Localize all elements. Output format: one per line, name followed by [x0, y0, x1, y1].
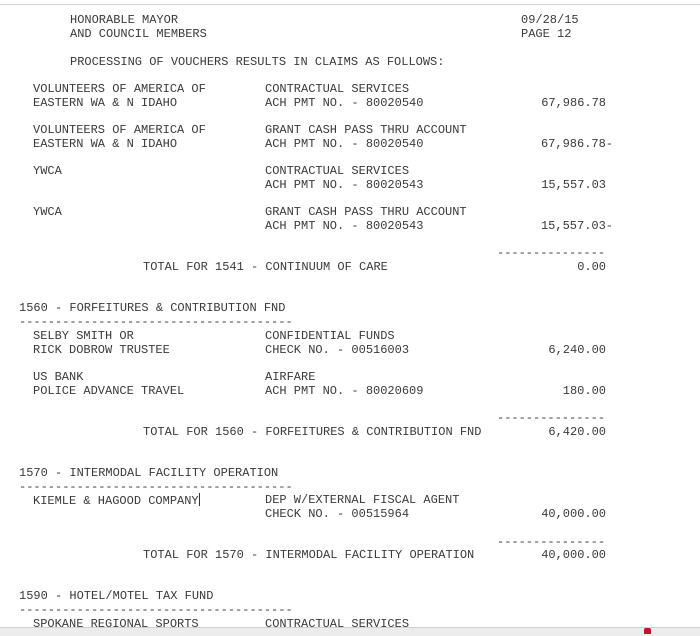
payee-name: VOLUNTEERS OF AMERICA OF [33, 123, 206, 137]
top-border [0, 4, 700, 5]
fund-total-label: TOTAL FOR 1541 - CONTINUUM OF CARE [143, 260, 388, 274]
section-rule: -------------------------------------- [19, 315, 293, 329]
page-number: PAGE 12 [521, 27, 572, 41]
payment-reference: ACH PMT NO. - 80020540 [265, 137, 424, 151]
fund-title: 1570 - INTERMODAL FACILITY OPERATION [19, 466, 279, 480]
fund-total-amount: 40,000.00 [541, 548, 606, 562]
claim-amount: 180.00 [562, 384, 606, 398]
payee-name: VOLUNTEERS OF AMERICA OF [33, 82, 206, 96]
claim-amount: 6,240.00 [548, 343, 606, 357]
payment-reference: ACH PMT NO. - 80020543 [265, 219, 424, 233]
intro-text: PROCESSING OF VOUCHERS RESULTS IN CLAIMS… [70, 55, 445, 69]
payee-name-2: EASTERN WA & N IDAHO [33, 137, 178, 151]
payment-reference: CHECK NO. - 00515964 [265, 507, 410, 521]
bottom-scroll-bar[interactable] [0, 627, 700, 636]
claim-amount: 67,986.78- [540, 137, 613, 151]
fund-title: 1560 - FORFEITURES & CONTRIBUTION FND [19, 301, 286, 315]
total-rule: --------------- [497, 411, 606, 425]
section-rule: -------------------------------------- [19, 603, 293, 617]
addressee-line-1: HONORABLE MAYOR [70, 13, 179, 27]
text-cursor [198, 493, 200, 506]
total-rule: --------------- [497, 535, 606, 549]
total-rule: --------------- [497, 246, 606, 260]
claim-description: CONTRACTUAL SERVICES [265, 164, 410, 178]
payee-name: SELBY SMITH OR [33, 329, 134, 343]
claim-amount: 15,557.03 [541, 178, 606, 192]
payee-name[interactable]: KIEMLE & HAGOOD COMPANY [33, 493, 200, 508]
fund-total-label: TOTAL FOR 1570 - INTERMODAL FACILITY OPE… [143, 548, 475, 562]
claim-amount: 67,986.78 [541, 96, 606, 110]
payment-reference: ACH PMT NO. - 80020609 [265, 384, 424, 398]
notification-icon[interactable] [644, 628, 651, 634]
claim-description: DEP W/EXTERNAL FISCAL AGENT [265, 493, 460, 507]
payee-name: US BANK [33, 370, 84, 384]
claim-description: AIRFARE [265, 370, 316, 384]
section-rule: -------------------------------------- [19, 480, 293, 494]
claim-amount: 40,000.00 [541, 507, 606, 521]
payee-name-2: POLICE ADVANCE TRAVEL [33, 384, 185, 398]
payee-name: YWCA [33, 164, 62, 178]
report-date: 09/28/15 [521, 13, 579, 27]
claim-description: CONTRACTUAL SERVICES [265, 82, 410, 96]
payment-reference: CHECK NO. - 00516003 [265, 343, 410, 357]
addressee-line-2: AND COUNCIL MEMBERS [70, 27, 207, 41]
claim-description: GRANT CASH PASS THRU ACCOUNT [265, 123, 467, 137]
payment-reference: ACH PMT NO. - 80020543 [265, 178, 424, 192]
fund-total-amount: 6,420.00 [548, 425, 606, 439]
fund-title: 1590 - HOTEL/MOTEL TAX FUND [19, 589, 214, 603]
payment-reference: ACH PMT NO. - 80020540 [265, 96, 424, 110]
payee-name-text: KIEMLE & HAGOOD COMPANY [33, 494, 199, 508]
payee-name: YWCA [33, 205, 62, 219]
claim-description: GRANT CASH PASS THRU ACCOUNT [265, 205, 467, 219]
payee-name-2: RICK DOBROW TRUSTEE [33, 343, 170, 357]
payee-name-2: EASTERN WA & N IDAHO [33, 96, 178, 110]
fund-total-label: TOTAL FOR 1560 - FORFEITURES & CONTRIBUT… [143, 425, 482, 439]
fund-total-amount: 0.00 [577, 260, 606, 274]
claim-description: CONFIDENTIAL FUNDS [265, 329, 395, 343]
claim-amount: 15,557.03- [540, 219, 613, 233]
